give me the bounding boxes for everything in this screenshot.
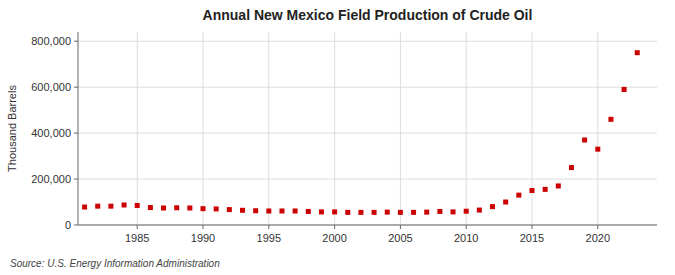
title: Annual New Mexico Field Production of Cr…	[203, 7, 533, 23]
point	[266, 208, 271, 213]
point	[332, 209, 337, 214]
y-axis-line	[78, 32, 79, 225]
point	[556, 183, 561, 188]
tick-label: 1990	[191, 232, 215, 244]
grid-line	[597, 32, 598, 225]
tick-mark	[74, 87, 78, 88]
tick-label: 200,000	[31, 173, 71, 185]
tick-label: 800,000	[31, 35, 71, 47]
grid-line	[78, 179, 657, 180]
point	[82, 205, 87, 210]
grid-line	[531, 32, 532, 225]
point	[635, 50, 640, 55]
point	[398, 210, 403, 215]
point	[424, 210, 429, 215]
point	[214, 206, 219, 211]
point	[108, 204, 113, 209]
point	[569, 165, 574, 170]
tick-mark	[137, 225, 138, 229]
grid-line	[400, 32, 401, 225]
point	[595, 147, 600, 152]
point	[490, 204, 495, 209]
point	[201, 206, 206, 211]
tick-mark	[400, 225, 401, 229]
point	[279, 208, 284, 213]
tick-label: 2005	[388, 232, 412, 244]
point	[135, 203, 140, 208]
grid-line	[268, 32, 269, 225]
grid-line	[78, 87, 657, 88]
tick-label: 2000	[322, 232, 346, 244]
tick-mark	[531, 225, 532, 229]
point	[477, 208, 482, 213]
point	[358, 210, 363, 215]
tick-label: 1985	[125, 232, 149, 244]
point	[293, 208, 298, 213]
point	[240, 208, 245, 213]
point	[372, 210, 377, 215]
grid-line	[334, 32, 335, 225]
tick-label: 2010	[454, 232, 478, 244]
grid-line	[78, 133, 657, 134]
tick-label: 1995	[257, 232, 281, 244]
tick-mark	[74, 41, 78, 42]
axes: 0 200,000 400,000 600,000 800,000 1985 1990 199…	[31, 32, 657, 244]
point	[622, 87, 627, 92]
point	[95, 204, 100, 209]
chart: 0 200,000 400,000 600,000 800,000 1985 1990 199…	[0, 0, 675, 275]
source-note: Source: U.S. Energy Information Administ…	[10, 258, 220, 269]
tick-label: 600,000	[31, 81, 71, 93]
point	[529, 188, 534, 193]
grid	[78, 32, 657, 225]
grid-line	[203, 32, 204, 225]
tick-mark	[268, 225, 269, 229]
point	[437, 209, 442, 214]
point	[543, 187, 548, 192]
grid-line	[78, 225, 657, 226]
tick-mark	[334, 225, 335, 229]
tick-label: 0	[65, 219, 71, 231]
point	[253, 208, 258, 213]
y-axis-label: Thousand Barrels	[6, 85, 18, 172]
point	[227, 207, 232, 212]
point	[516, 193, 521, 198]
tick-mark	[597, 225, 598, 229]
tick-mark	[74, 225, 78, 226]
point	[148, 205, 153, 210]
tick-mark	[203, 225, 204, 229]
point	[319, 209, 324, 214]
tick-mark	[466, 225, 467, 229]
point	[345, 210, 350, 215]
point	[451, 209, 456, 214]
point	[306, 209, 311, 214]
grid-line	[137, 32, 138, 225]
x-axis-line	[78, 225, 657, 226]
point	[187, 205, 192, 210]
point	[411, 210, 416, 215]
tick-label: 400,000	[31, 127, 71, 139]
tick-mark	[74, 133, 78, 134]
point	[385, 210, 390, 215]
grid-line	[466, 32, 467, 225]
point	[464, 209, 469, 214]
point	[503, 200, 508, 205]
point	[174, 205, 179, 210]
point	[122, 203, 127, 208]
data-points	[82, 50, 640, 215]
point	[161, 205, 166, 210]
point	[608, 117, 613, 122]
point	[582, 137, 587, 142]
tick-label: 2020	[586, 232, 610, 244]
grid-line	[78, 41, 657, 42]
tick-mark	[74, 179, 78, 180]
tick-label: 2015	[520, 232, 544, 244]
